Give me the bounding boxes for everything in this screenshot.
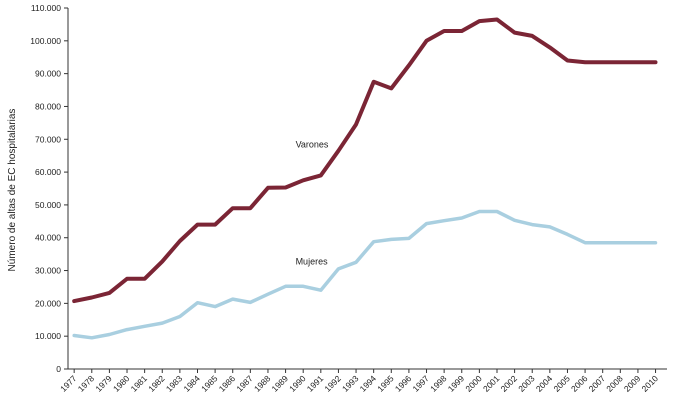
x-tick-label: 1984	[181, 373, 202, 394]
x-tick-label: 2003	[516, 373, 537, 394]
x-tick-label: 1991	[305, 373, 326, 394]
x-tick-label: 1985	[199, 373, 220, 394]
x-tick-label: 1986	[217, 373, 238, 394]
x-tick-label: 1980	[111, 373, 132, 394]
x-tick-label: 1992	[322, 373, 343, 394]
y-tick-label: 100.000	[30, 36, 61, 46]
series-label-mujeres: Mujeres	[296, 256, 329, 266]
x-tick-label: 1988	[252, 373, 273, 394]
x-tick-label: 1997	[410, 373, 431, 394]
y-tick-label: 70.000	[35, 134, 61, 144]
x-tick-label: 1993	[340, 373, 361, 394]
x-tick-label: 1990	[287, 373, 308, 394]
y-tick-label: 60.000	[35, 167, 61, 177]
series-line-mujeres	[72, 209, 658, 340]
y-tick-label: 90.000	[35, 69, 61, 79]
x-tick-label: 2000	[463, 373, 484, 394]
series-lines	[72, 17, 658, 340]
x-tick-label: 1996	[393, 373, 414, 394]
x-tick-label: 2010	[640, 373, 661, 394]
x-tick-label: 1999	[446, 373, 467, 394]
x-tick-label: 2002	[499, 373, 520, 394]
y-tick-label: 110.000	[31, 3, 61, 13]
y-axis-title: Número de altas de EC hospitalarias	[7, 109, 18, 272]
x-tick-label: 2001	[481, 373, 502, 394]
x-tick-label: 1978	[76, 373, 97, 394]
x-tick-label: 1998	[428, 373, 449, 394]
y-axis: 0 10.000 20.000 30.000 40.000 50.000 60.000 70.…	[30, 3, 68, 374]
x-tick-label: 1983	[164, 373, 185, 394]
x-tick-label: 2004	[534, 373, 555, 394]
y-tick-label: 0	[56, 364, 61, 374]
x-axis: 1977197819791980198119821983198419851986…	[58, 369, 660, 394]
x-tick-label: 1987	[234, 373, 255, 394]
series-label-varones: Varones	[296, 140, 329, 150]
y-tick-label: 40.000	[35, 233, 61, 243]
x-tick-label: 1977	[58, 373, 79, 394]
x-tick-label: 2007	[587, 373, 608, 394]
x-tick-label: 1989	[270, 373, 291, 394]
x-tick-label: 1995	[375, 373, 396, 394]
y-tick-label: 30.000	[35, 266, 61, 276]
x-tick-label: 2009	[622, 373, 643, 394]
x-tick-label: 1994	[358, 373, 379, 394]
x-tick-label: 2005	[551, 373, 572, 394]
x-tick-label: 2006	[569, 373, 590, 394]
y-tick-label: 10.000	[35, 331, 61, 341]
x-tick-label: 1982	[146, 373, 167, 394]
y-tick-label: 20.000	[35, 298, 61, 308]
x-tick-label: 1979	[93, 373, 114, 394]
y-tick-label: 80.000	[35, 101, 61, 111]
x-tick-label: 1981	[129, 373, 150, 394]
series-line-varones	[72, 17, 658, 304]
x-tick-label: 2008	[604, 373, 625, 394]
y-tick-label: 50.000	[35, 200, 61, 210]
series-labels: Varones Mujeres	[296, 140, 329, 267]
